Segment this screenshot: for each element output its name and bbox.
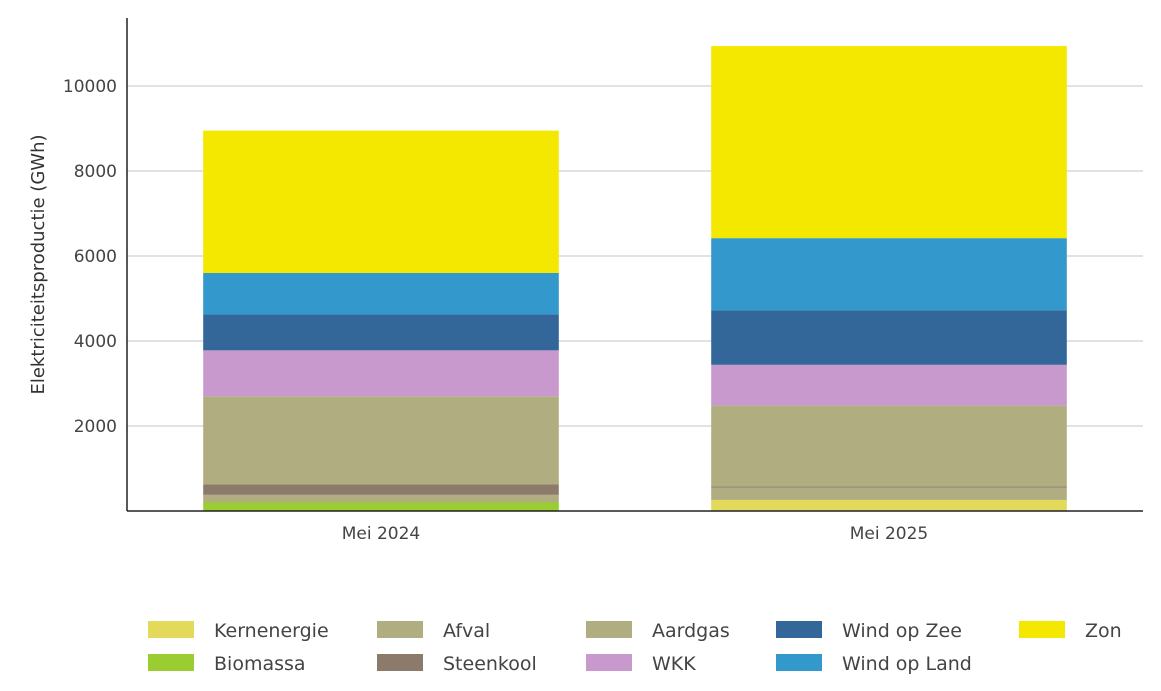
legend-swatch bbox=[148, 621, 194, 638]
legend: Kernenergie Biomassa Afval Steenkool Aardgas… bbox=[148, 620, 1122, 675]
legend-swatch bbox=[377, 654, 423, 671]
bar-segment-wind-op-land bbox=[203, 273, 559, 315]
bar-segment-kernenergie bbox=[711, 499, 1067, 511]
bar-segment-aardgas bbox=[203, 396, 559, 485]
axes bbox=[126, 18, 1143, 512]
bar-segment-afval bbox=[711, 487, 1067, 500]
bar-segment-wkk bbox=[711, 364, 1067, 406]
legend-label: Aardgas bbox=[652, 620, 730, 642]
bar-segment-wind-op-zee bbox=[711, 310, 1067, 365]
bar-segment-zon bbox=[711, 46, 1067, 239]
x-tick-labels: Mei 2024 Mei 2025 bbox=[342, 524, 929, 544]
legend-swatch bbox=[586, 654, 632, 671]
legend-label: Zon bbox=[1085, 620, 1122, 642]
bar-segment-aardgas bbox=[711, 405, 1067, 487]
bar-segment-wind-op-zee bbox=[203, 314, 559, 351]
legend-label: Biomassa bbox=[214, 653, 306, 675]
legend-swatch bbox=[377, 621, 423, 638]
x-tick-label: Mei 2024 bbox=[342, 524, 421, 544]
legend-label: Steenkool bbox=[443, 653, 537, 675]
bar-segment-wind-op-land bbox=[711, 238, 1067, 311]
bar-segment-steenkool bbox=[203, 484, 559, 495]
x-tick-label: Mei 2025 bbox=[850, 524, 929, 544]
bar-segment-wkk bbox=[203, 350, 559, 397]
legend-label: Afval bbox=[443, 620, 490, 642]
legend-label: Wind op Zee bbox=[842, 620, 962, 642]
y-tick-label: 2000 bbox=[74, 417, 117, 437]
legend-swatch bbox=[776, 621, 822, 638]
legend-label: Kernenergie bbox=[214, 620, 329, 642]
bar-segment-afval bbox=[203, 494, 559, 503]
y-tick-label: 10000 bbox=[63, 77, 117, 97]
bar-stacks bbox=[203, 46, 1067, 511]
legend-swatch bbox=[148, 654, 194, 671]
legend-swatch bbox=[776, 654, 822, 671]
legend-swatch bbox=[586, 621, 632, 638]
y-tick-labels: 2000 4000 6000 8000 10000 bbox=[63, 77, 117, 437]
y-tick-label: 6000 bbox=[74, 247, 117, 267]
bar-segment-zon bbox=[203, 130, 559, 273]
bar-segment-steenkool bbox=[711, 486, 1067, 488]
y-axis-title: Elektriciteitsproductie (GWh) bbox=[28, 134, 49, 394]
bar-segment-biomassa bbox=[203, 502, 559, 511]
legend-label: WKK bbox=[652, 653, 696, 675]
legend-label: Wind op Land bbox=[842, 653, 972, 675]
y-tick-label: 4000 bbox=[74, 332, 117, 352]
legend-swatch bbox=[1019, 621, 1065, 638]
y-tick-label: 8000 bbox=[74, 162, 117, 182]
